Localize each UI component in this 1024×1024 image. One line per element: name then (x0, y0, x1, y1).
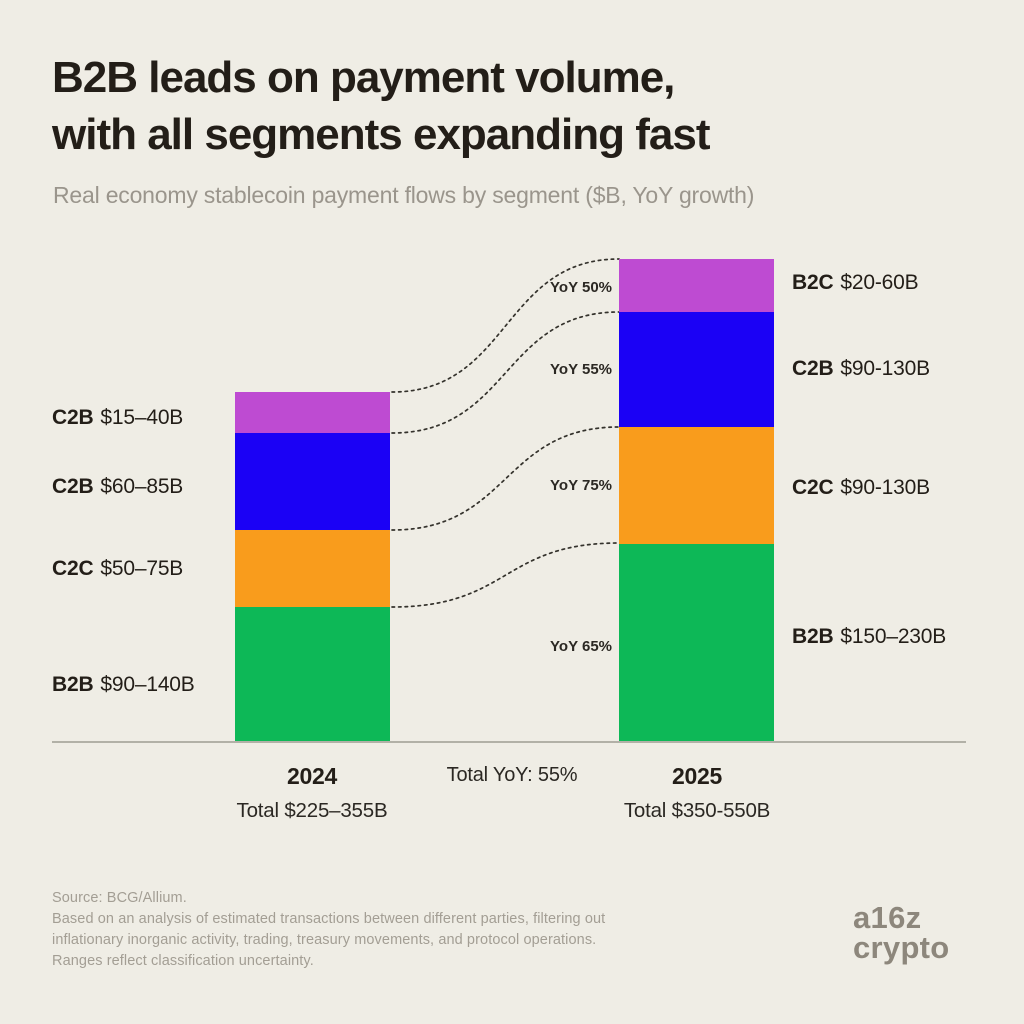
label-2025-purple: B2C $20-60B (792, 271, 919, 295)
label-2025-blue-value: $90-130B (840, 357, 930, 380)
logo-line-2: crypto (853, 930, 950, 966)
label-2025-orange-name: C2C (792, 476, 834, 499)
label-2025-orange: C2C $90-130B (792, 476, 930, 500)
x-axis-line (52, 741, 966, 743)
title-line-1: B2B leads on payment volume, (52, 53, 675, 102)
label-2024-green-value: $90–140B (100, 673, 195, 696)
bar-2024-green-segment (235, 607, 390, 742)
bar-2024-orange-segment (235, 530, 390, 607)
label-2025-green-value: $150–230B (840, 625, 947, 648)
label-2025-purple-value: $20-60B (840, 271, 919, 294)
page-title: B2B leads on payment volume, with all se… (52, 50, 710, 164)
label-2024-blue-name: C2B (52, 475, 94, 498)
label-2024-purple: C2B $15–40B (52, 406, 183, 430)
label-2024-purple-value: $15–40B (100, 406, 184, 429)
bar-2025-blue-segment (619, 312, 774, 427)
bar-2024-blue-segment (235, 433, 390, 530)
bar-2025-orange-segment (619, 427, 774, 544)
yoy-label-green: YoY 65% (550, 638, 612, 655)
yoy-label-orange: YoY 75% (550, 477, 612, 494)
bar-2025-green-segment (619, 544, 774, 742)
label-2024-blue: C2B $60–85B (52, 475, 183, 499)
category-label-2025: 2025 (672, 763, 722, 789)
chart-subtitle: Real economy stablecoin payment flows by… (53, 182, 755, 208)
source-line-3: inflationary inorganic activity, trading… (52, 932, 597, 948)
bar-2024-purple-segment (235, 392, 390, 433)
label-2024-orange-name: C2C (52, 557, 94, 580)
category-label-2024: 2024 (287, 763, 337, 789)
source-line-1: Source: BCG/Allium. (52, 890, 187, 906)
label-2024-purple-name: C2B (52, 406, 94, 429)
a16z-crypto-logo: a16z crypto (853, 900, 950, 966)
label-2024-green: B2B $90–140B (52, 673, 195, 697)
label-2024-blue-value: $60–85B (100, 475, 184, 498)
source-note: Source: BCG/Allium. Based on an analysis… (52, 888, 605, 972)
label-2025-blue: C2B $90-130B (792, 357, 930, 381)
label-2024-green-name: B2B (52, 673, 94, 696)
label-2025-green-name: B2B (792, 625, 834, 648)
label-2024-orange-value: $50–75B (100, 557, 184, 580)
connector-curve-green (391, 542, 620, 608)
label-2025-orange-value: $90-130B (840, 476, 930, 499)
source-line-2: Based on an analysis of estimated transa… (52, 911, 606, 927)
label-2025-green: B2B $150–230B (792, 625, 946, 649)
title-line-2: with all segments expanding fast (52, 109, 710, 159)
label-2024-orange: C2C $50–75B (52, 557, 183, 581)
total-yoy-label: Total YoY: 55% (446, 764, 578, 786)
logo-line-1: a16z (853, 900, 922, 935)
total-label-2025: Total $350-550B (623, 799, 771, 822)
yoy-label-purple: YoY 50% (550, 279, 612, 296)
bar-2025-purple-segment (619, 259, 774, 312)
label-2025-blue-name: C2B (792, 357, 834, 380)
yoy-label-blue: YoY 55% (550, 361, 612, 378)
category-2024-block: 2024 Total $225–355B (162, 763, 462, 823)
label-2025-purple-name: B2C (792, 271, 834, 294)
source-line-4: Ranges reflect classification uncertaint… (52, 953, 314, 969)
total-label-2024: Total $225–355B (236, 799, 388, 822)
category-2025-block: 2025 Total $350-550B (547, 763, 847, 823)
